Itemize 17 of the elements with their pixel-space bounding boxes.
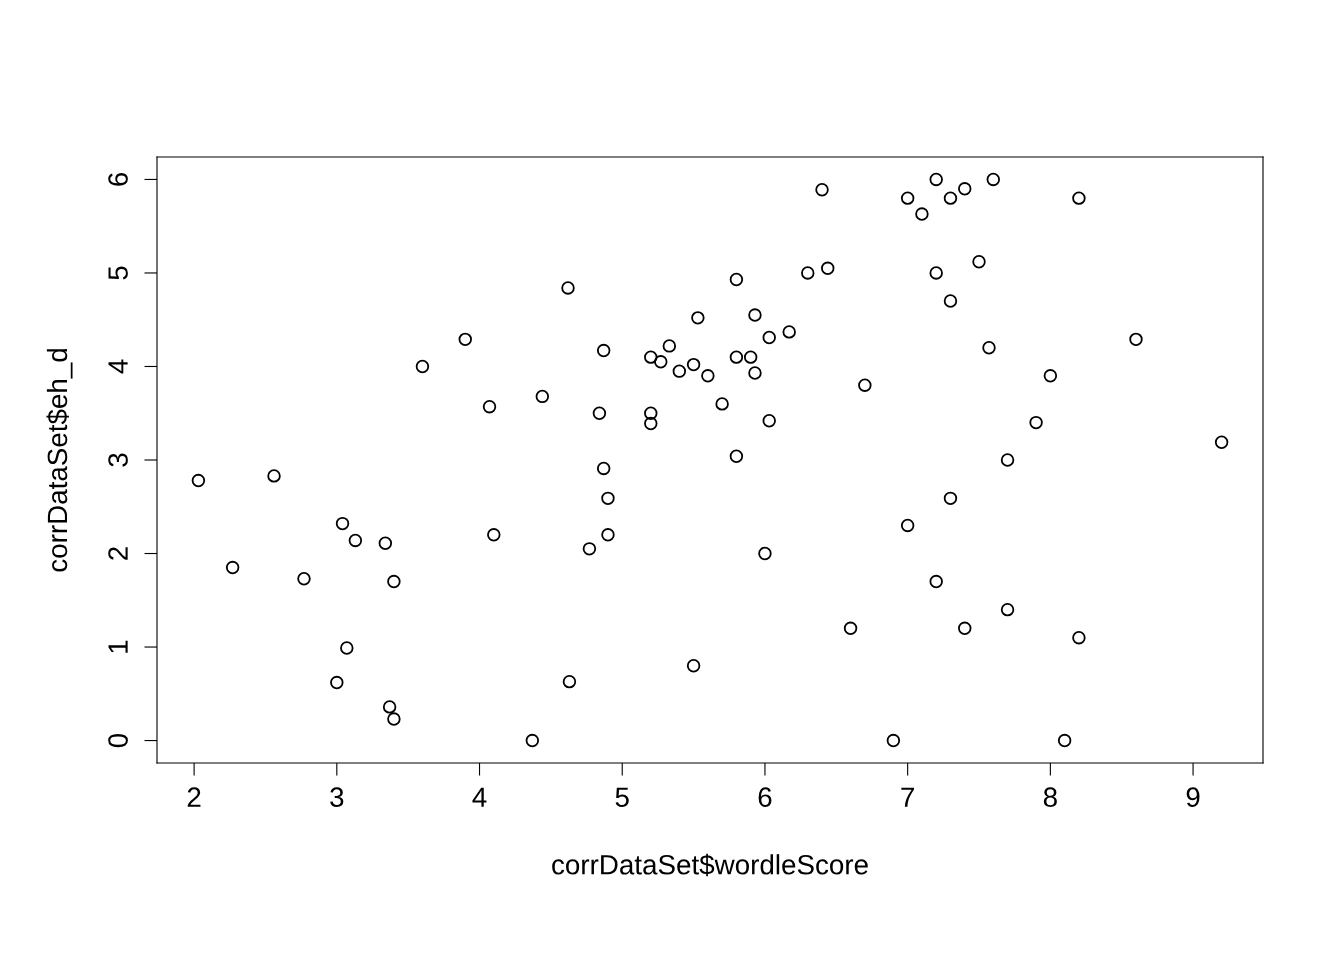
y-tick-label: 4: [108, 359, 128, 374]
y-axis-title: corrDataSet$eh_d: [46, 349, 73, 572]
x-tick-label: 5: [615, 787, 629, 808]
y-tick-label: 5: [108, 266, 128, 280]
x-tick-label: 8: [1043, 787, 1057, 808]
x-tick-label: 9: [1186, 787, 1200, 808]
y-tick-label: 6: [108, 172, 128, 186]
x-tick-label: 4: [472, 787, 487, 807]
y-tick-label: 0: [108, 733, 128, 748]
y-tick-label: 1: [108, 640, 128, 653]
y-tick-label: 3: [108, 453, 128, 467]
x-axis-title: corrDataSet$wordleScore: [552, 853, 868, 877]
x-tick-label: 6: [758, 787, 772, 808]
x-tick-label: 7: [901, 787, 914, 807]
y-tick-label: 2: [108, 547, 128, 560]
x-tick-label: 3: [330, 787, 344, 808]
x-tick-label: 2: [187, 787, 201, 807]
